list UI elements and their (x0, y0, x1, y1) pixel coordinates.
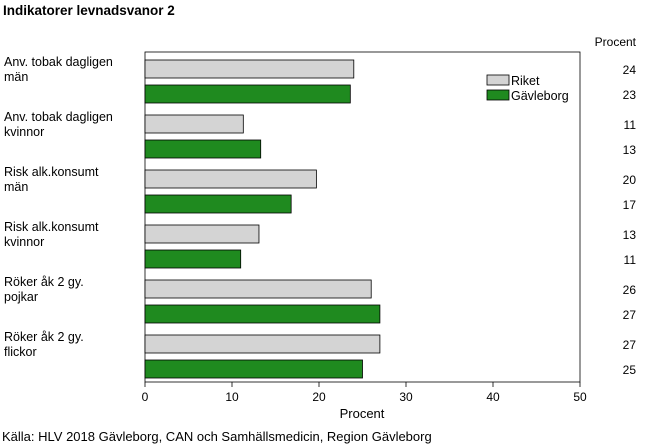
bar-gävleborg-0 (144, 84, 351, 104)
bar-gävleborg-2 (144, 194, 292, 214)
x-tick-label: 10 (225, 390, 239, 404)
x-axis: 0 10 20 30 40 50 (142, 382, 587, 404)
value-labels: 24 23 11 13 20 17 13 11 26 27 27 25 (623, 63, 637, 377)
value-label: 11 (624, 253, 637, 267)
value-label: 13 (623, 143, 637, 157)
x-tick-label: 30 (399, 390, 413, 404)
bar-riket-5 (144, 334, 381, 354)
chart-title: Indikatorer levnadsvanor 2 (3, 3, 175, 18)
bar-gävleborg-4 (144, 304, 381, 324)
source-note: Källa: HLV 2018 Gävleborg, CAN och Samhä… (2, 429, 432, 444)
value-label: 26 (623, 283, 637, 297)
x-tick-label: 40 (486, 390, 500, 404)
category-label: män (4, 180, 28, 194)
x-axis-label: Procent (340, 406, 385, 421)
bar-gävleborg-5 (144, 359, 363, 379)
x-tick-label: 50 (573, 390, 587, 404)
value-column-header: Procent (595, 35, 637, 49)
value-label: 17 (623, 198, 637, 212)
bar-gävleborg-3 (144, 249, 242, 269)
legend-label-riket: Riket (511, 74, 540, 88)
value-label: 24 (623, 63, 637, 77)
category-label: flickor (4, 345, 37, 359)
bar-riket-3 (144, 224, 260, 244)
bar-riket-1 (144, 114, 244, 134)
x-tick-label: 0 (142, 390, 149, 404)
category-label: pojkar (4, 290, 38, 304)
category-label: Risk alk.konsumt (4, 220, 99, 234)
category-label: Risk alk.konsumt (4, 165, 99, 179)
legend-swatch-riket (486, 74, 510, 86)
category-label: män (4, 70, 28, 84)
value-label: 27 (623, 308, 637, 322)
legend-swatch-gävleborg (486, 89, 510, 101)
value-label: 25 (623, 363, 637, 377)
category-label: kvinnor (4, 235, 44, 249)
value-label: 11 (624, 118, 637, 132)
bar-riket-2 (144, 169, 317, 189)
legend-label-gävleborg: Gävleborg (511, 89, 569, 103)
category-label: Anv. tobak dagligen (4, 55, 113, 69)
bar-group (144, 59, 381, 379)
value-label: 27 (623, 338, 637, 352)
category-label: Röker åk 2 gy. (4, 275, 84, 289)
plot-area (144, 51, 581, 383)
bar-riket-0 (144, 59, 355, 79)
bar-riket-4 (144, 279, 372, 299)
value-label: 23 (623, 88, 637, 102)
category-label: Röker åk 2 gy. (4, 330, 84, 344)
category-label: Anv. tobak dagligen (4, 110, 113, 124)
category-label: kvinnor (4, 125, 44, 139)
bar-gävleborg-1 (144, 139, 262, 159)
x-tick-label: 20 (312, 390, 326, 404)
value-label: 13 (623, 228, 637, 242)
value-label: 20 (623, 173, 637, 187)
